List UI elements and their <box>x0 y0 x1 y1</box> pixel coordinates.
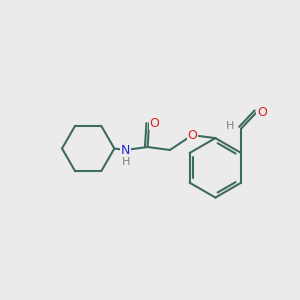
Text: O: O <box>257 106 267 119</box>
Text: H: H <box>226 121 234 131</box>
Text: H: H <box>122 158 130 167</box>
Text: O: O <box>149 117 159 130</box>
Text: N: N <box>121 143 130 157</box>
Text: O: O <box>187 129 197 142</box>
